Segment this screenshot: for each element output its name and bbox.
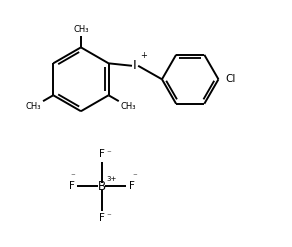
- Text: Cl: Cl: [226, 74, 236, 84]
- Text: ⁻: ⁻: [70, 172, 75, 181]
- Text: F: F: [99, 213, 105, 223]
- Text: I: I: [133, 59, 137, 72]
- Text: 3+: 3+: [106, 176, 117, 182]
- Text: ⁻: ⁻: [106, 150, 111, 159]
- Text: B: B: [98, 180, 106, 193]
- Text: CH₃: CH₃: [26, 102, 41, 111]
- Text: ⁻: ⁻: [106, 212, 111, 221]
- Text: F: F: [99, 149, 105, 159]
- Text: +: +: [140, 51, 147, 60]
- Text: CH₃: CH₃: [73, 25, 89, 34]
- Text: ⁻: ⁻: [133, 173, 137, 182]
- Text: F: F: [129, 181, 135, 191]
- Text: CH₃: CH₃: [121, 102, 136, 111]
- Text: F: F: [69, 181, 75, 191]
